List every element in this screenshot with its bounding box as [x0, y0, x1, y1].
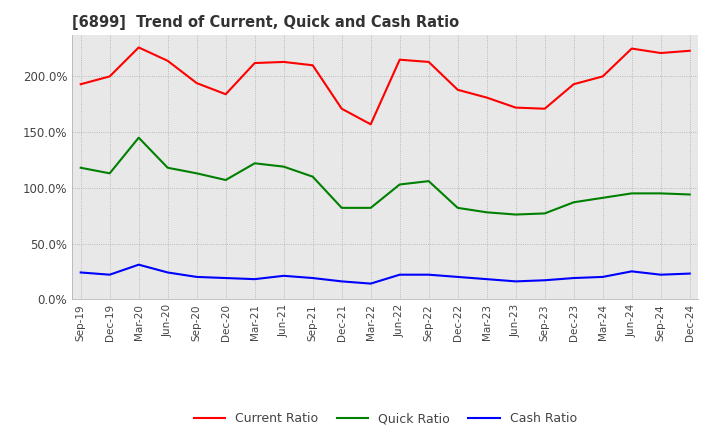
Cash Ratio	[454, 274, 462, 279]
Quick Ratio	[105, 171, 114, 176]
Cash Ratio	[366, 281, 375, 286]
Current Ratio	[76, 81, 85, 87]
Quick Ratio	[685, 192, 694, 197]
Current Ratio	[251, 60, 259, 66]
Current Ratio	[424, 59, 433, 65]
Cash Ratio	[251, 276, 259, 282]
Cash Ratio	[221, 275, 230, 281]
Quick Ratio	[135, 135, 143, 140]
Quick Ratio	[598, 195, 607, 201]
Text: [6899]  Trend of Current, Quick and Cash Ratio: [6899] Trend of Current, Quick and Cash …	[72, 15, 459, 30]
Current Ratio	[541, 106, 549, 111]
Current Ratio	[163, 58, 172, 63]
Quick Ratio	[251, 161, 259, 166]
Quick Ratio	[570, 200, 578, 205]
Cash Ratio	[541, 278, 549, 283]
Current Ratio	[511, 105, 520, 110]
Current Ratio	[105, 74, 114, 79]
Quick Ratio	[482, 210, 491, 215]
Quick Ratio	[308, 174, 317, 180]
Current Ratio	[395, 57, 404, 62]
Line: Quick Ratio: Quick Ratio	[81, 138, 690, 215]
Quick Ratio	[192, 171, 201, 176]
Quick Ratio	[627, 191, 636, 196]
Cash Ratio	[424, 272, 433, 277]
Cash Ratio	[279, 273, 288, 279]
Cash Ratio	[395, 272, 404, 277]
Current Ratio	[570, 81, 578, 87]
Line: Cash Ratio: Cash Ratio	[81, 265, 690, 284]
Current Ratio	[454, 87, 462, 92]
Current Ratio	[482, 95, 491, 100]
Quick Ratio	[657, 191, 665, 196]
Cash Ratio	[657, 272, 665, 277]
Current Ratio	[657, 51, 665, 56]
Quick Ratio	[541, 211, 549, 216]
Cash Ratio	[76, 270, 85, 275]
Cash Ratio	[105, 272, 114, 277]
Cash Ratio	[163, 270, 172, 275]
Legend: Current Ratio, Quick Ratio, Cash Ratio: Current Ratio, Quick Ratio, Cash Ratio	[189, 407, 582, 430]
Current Ratio	[279, 59, 288, 65]
Cash Ratio	[685, 271, 694, 276]
Quick Ratio	[76, 165, 85, 170]
Current Ratio	[366, 122, 375, 127]
Quick Ratio	[221, 177, 230, 183]
Quick Ratio	[279, 164, 288, 169]
Cash Ratio	[598, 274, 607, 279]
Cash Ratio	[570, 275, 578, 281]
Current Ratio	[598, 74, 607, 79]
Quick Ratio	[366, 205, 375, 210]
Current Ratio	[338, 106, 346, 111]
Quick Ratio	[338, 205, 346, 210]
Current Ratio	[627, 46, 636, 51]
Quick Ratio	[454, 205, 462, 210]
Cash Ratio	[338, 279, 346, 284]
Cash Ratio	[192, 274, 201, 279]
Current Ratio	[685, 48, 694, 53]
Quick Ratio	[424, 179, 433, 184]
Cash Ratio	[511, 279, 520, 284]
Quick Ratio	[395, 182, 404, 187]
Quick Ratio	[511, 212, 520, 217]
Current Ratio	[221, 92, 230, 97]
Current Ratio	[308, 62, 317, 68]
Current Ratio	[135, 45, 143, 50]
Current Ratio	[192, 81, 201, 86]
Line: Current Ratio: Current Ratio	[81, 48, 690, 125]
Cash Ratio	[482, 276, 491, 282]
Cash Ratio	[627, 269, 636, 274]
Cash Ratio	[308, 275, 317, 281]
Quick Ratio	[163, 165, 172, 170]
Cash Ratio	[135, 262, 143, 268]
